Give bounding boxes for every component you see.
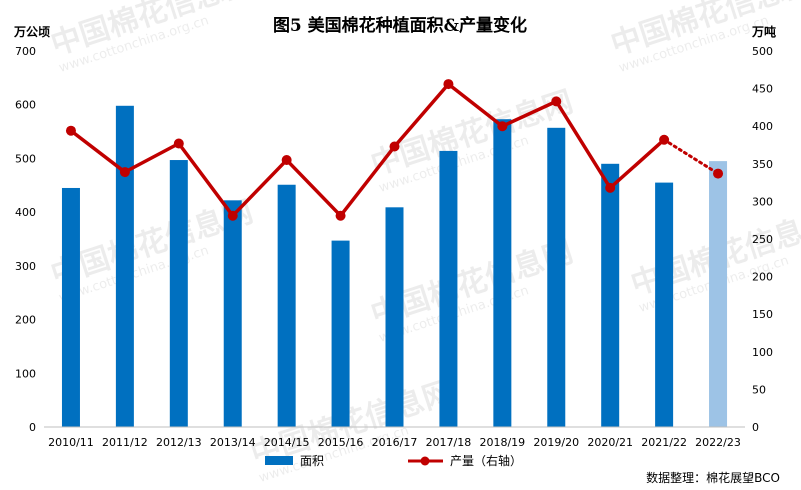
left-axis-unit: 万公顷 <box>13 25 50 39</box>
left-tick-label: 200 <box>15 314 36 327</box>
bar-area-2021-22 <box>655 182 674 427</box>
right-tick-label: 200 <box>752 271 773 284</box>
category-label: 2019/20 <box>533 436 579 449</box>
right-axis-ticks: 0 50 100 150 200 250 300 350 400 450 500 <box>752 45 773 434</box>
right-tick-label: 500 <box>752 45 773 58</box>
left-tick-label: 400 <box>15 206 36 219</box>
bar-area-2010-11 <box>61 187 80 427</box>
right-tick-label: 250 <box>752 233 773 246</box>
bar-area-2020-21 <box>601 163 620 428</box>
output-point-2022-23 <box>713 168 724 179</box>
category-label: 2014/15 <box>264 436 310 449</box>
bar-area-2019-20 <box>547 127 566 427</box>
left-tick-label: 700 <box>15 45 36 58</box>
left-tick-label: 100 <box>15 367 36 380</box>
bar-area-2015-16 <box>331 240 350 427</box>
category-label: 2018/19 <box>479 436 525 449</box>
output-point-2012-13 <box>173 138 184 149</box>
left-tick-label: 300 <box>15 260 36 273</box>
category-label: 2011/12 <box>102 436 148 449</box>
output-point-2014-15 <box>281 155 292 166</box>
left-tick-label: 500 <box>15 152 36 165</box>
output-point-2017-18 <box>443 79 454 90</box>
output-point-2010-11 <box>65 125 76 136</box>
right-tick-label: 150 <box>752 308 773 321</box>
output-point-2021-22 <box>659 134 670 145</box>
output-line-forecast-segment <box>662 138 720 176</box>
category-label: 2020/21 <box>587 436 633 449</box>
output-line <box>69 82 666 218</box>
legend-swatch-output-marker <box>420 456 430 466</box>
bar-area-2013-14 <box>223 200 242 427</box>
right-tick-label: 0 <box>752 421 759 434</box>
right-tick-label: 400 <box>752 120 773 133</box>
bar-series <box>61 105 728 428</box>
legend-label-output: 产量（右轴） <box>450 453 522 468</box>
legend: 面积 产量（右轴） <box>265 453 522 468</box>
right-axis-unit: 万吨 <box>751 24 776 39</box>
output-point-2019-20 <box>551 96 562 107</box>
left-axis-ticks: 0 100 200 300 400 500 600 700 <box>15 45 36 434</box>
bar-area-2022-23 <box>709 161 728 427</box>
bar-area-2017-18 <box>439 150 458 427</box>
right-tick-label: 300 <box>752 195 773 208</box>
output-point-2013-14 <box>227 210 238 221</box>
category-label: 2010/11 <box>48 436 94 449</box>
category-label: 2012/13 <box>156 436 202 449</box>
category-label: 2015/16 <box>318 436 364 449</box>
category-label: 2013/14 <box>210 436 256 449</box>
right-tick-label: 50 <box>752 383 766 396</box>
bar-area-2012-13 <box>169 160 188 428</box>
left-tick-label: 0 <box>29 421 36 434</box>
output-point-2011-12 <box>119 167 130 178</box>
bar-area-2018-19 <box>493 119 512 428</box>
bar-area-2016-17 <box>385 207 404 427</box>
data-source-note: 数据整理：棉花展望BCO <box>646 470 780 485</box>
output-point-2020-21 <box>605 182 616 193</box>
left-tick-label: 600 <box>15 99 36 112</box>
bar-area-2014-15 <box>277 184 296 427</box>
output-point-2018-19 <box>497 121 508 132</box>
legend-label-area: 面积 <box>300 454 324 468</box>
line-series <box>65 79 724 221</box>
category-label: 2022/23 <box>695 436 741 449</box>
category-label: 2021/22 <box>641 436 687 449</box>
legend-swatch-area <box>265 456 293 465</box>
watermark-text: 中国棉花信息网 <box>367 84 578 182</box>
category-labels: 2010/11 2011/12 2012/13 2013/14 2014/15 2015/… <box>48 436 741 449</box>
right-tick-label: 350 <box>752 158 773 171</box>
output-point-2016-17 <box>389 141 400 152</box>
chart-title: 图5 美国棉花种植面积&产量变化 <box>273 15 527 36</box>
output-point-2015-16 <box>335 210 346 221</box>
bar-area-2011-12 <box>115 105 134 427</box>
category-label: 2016/17 <box>372 436 418 449</box>
category-label: 2017/18 <box>426 436 472 449</box>
right-tick-label: 100 <box>752 346 773 359</box>
right-tick-label: 450 <box>752 83 773 96</box>
